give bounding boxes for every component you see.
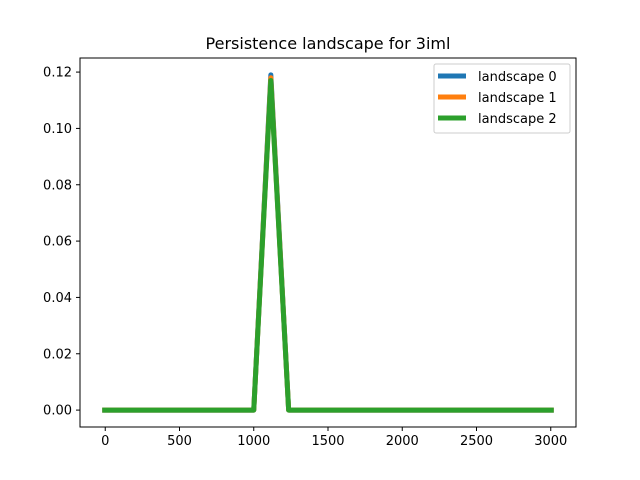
x-tick-label: 2000 bbox=[386, 434, 419, 449]
y-tick-label: 0.10 bbox=[43, 122, 72, 137]
y-tick-label: 0.06 bbox=[43, 235, 72, 250]
x-tick-label: 500 bbox=[167, 434, 192, 449]
axes: 0 500 1000 1500 2000 2500 3000 0.00 0.02 0.04 0.06… bbox=[43, 57, 577, 449]
x-tick-label: 2500 bbox=[460, 434, 493, 449]
y-tick-label: 0.04 bbox=[43, 291, 72, 306]
x-tick-label: 0 bbox=[101, 434, 109, 449]
chart-title: Persistence landscape for 3iml bbox=[206, 34, 451, 53]
legend: landscape 0 landscape 1 landscape 2 bbox=[433, 63, 571, 134]
y-tick-label: 0.02 bbox=[43, 347, 72, 362]
series-line-2 bbox=[102, 78, 554, 413]
y-tick-label: 0.08 bbox=[43, 178, 72, 193]
x-tick-label: 1000 bbox=[237, 434, 270, 449]
x-tick-label: 3000 bbox=[534, 434, 567, 449]
legend-box bbox=[433, 63, 571, 134]
plot-area bbox=[102, 72, 554, 413]
legend-label-2: landscape 2 bbox=[478, 112, 557, 127]
y-tick-label: 0.00 bbox=[43, 404, 72, 419]
legend-label-0: landscape 0 bbox=[478, 70, 557, 85]
y-tick-label: 0.12 bbox=[43, 66, 72, 81]
x-tick-label: 1500 bbox=[311, 434, 344, 449]
legend-label-1: landscape 1 bbox=[478, 91, 557, 106]
